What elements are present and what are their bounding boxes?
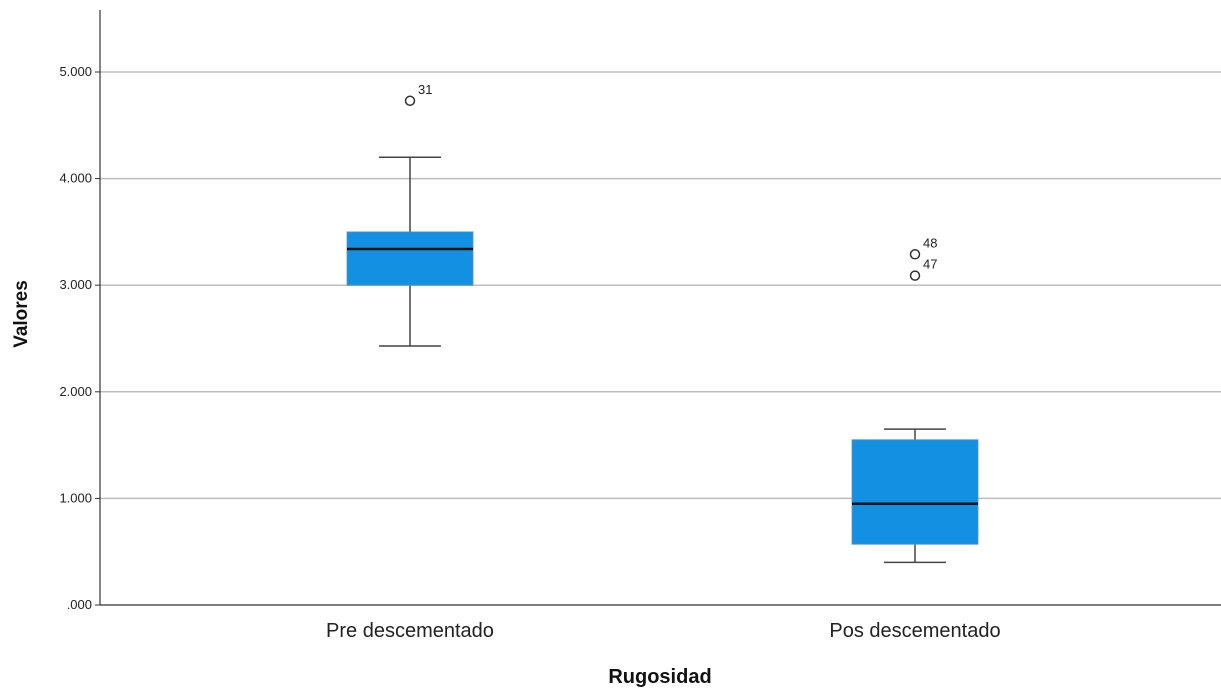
boxes <box>346 95 979 564</box>
box-iqr <box>851 439 979 545</box>
y-tick-label: .000 <box>67 597 92 612</box>
box-group <box>346 95 474 347</box>
axes <box>95 10 1221 606</box>
gridlines <box>100 71 1221 500</box>
x-axis-title: Rugosidad <box>608 666 711 688</box>
y-tick-label: 1.000 <box>59 490 92 505</box>
y-tick-label: 2.000 <box>59 384 92 399</box>
x-tick-label: Pre descementado <box>326 620 494 642</box>
y-tick-label: 4.000 <box>59 171 92 186</box>
x-tick-label: Pos descementado <box>829 620 1000 642</box>
outlier-point <box>404 95 416 107</box>
outlier-label: 48 <box>923 235 937 250</box>
y-tick-label: 3.000 <box>59 277 92 292</box>
y-axis-title: Valores <box>11 280 32 348</box>
outlier-point <box>909 249 921 260</box>
box-group <box>851 249 979 564</box>
box-iqr <box>346 231 474 286</box>
outlier-label: 31 <box>418 82 432 97</box>
labels: .000 1.000 2.000 3.000 4.000 5.000 31 Pre desce… <box>11 64 1001 688</box>
outlier-point <box>909 270 921 281</box>
y-tick-label: 5.000 <box>59 64 92 79</box>
outlier-label: 47 <box>923 257 937 272</box>
